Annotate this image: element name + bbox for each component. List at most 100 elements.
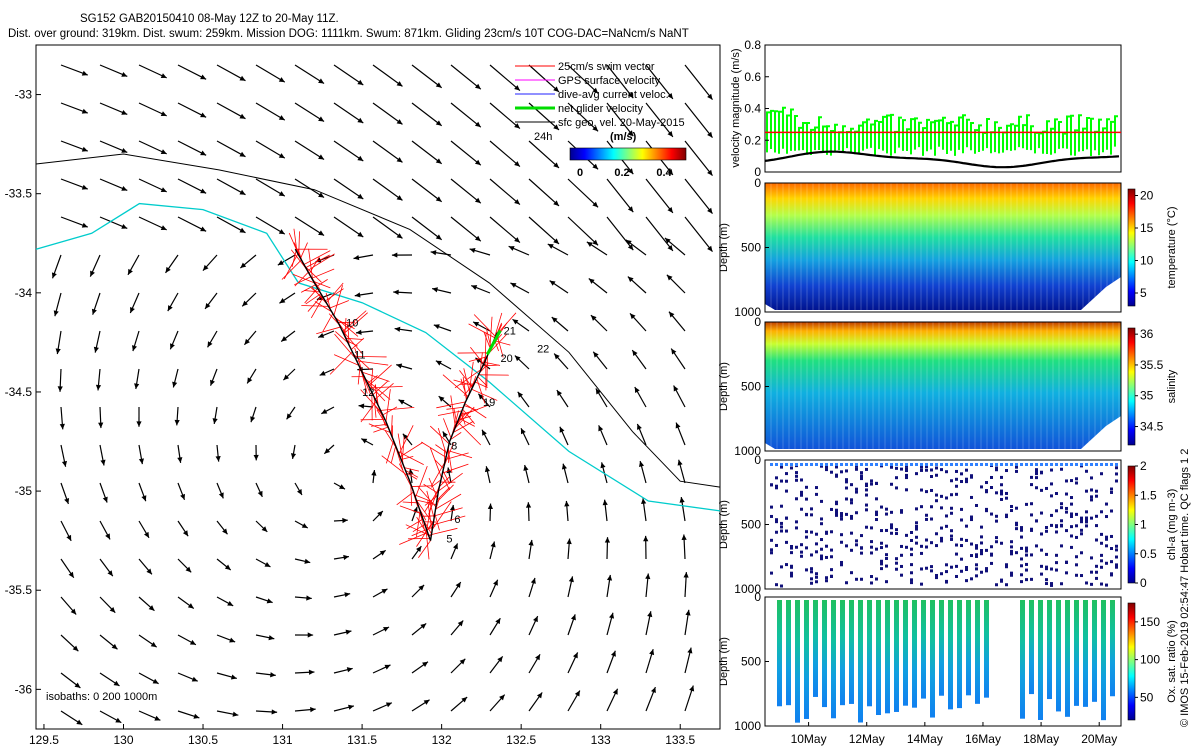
vel-ytick-label: 0.8: [744, 38, 761, 52]
swim-vector: [405, 524, 432, 537]
swim-vector: [305, 254, 330, 268]
chl-point: [785, 529, 788, 533]
depth-tick-label: 0: [754, 590, 761, 604]
chl-point: [1045, 552, 1048, 556]
chl-point: [900, 573, 903, 577]
chl-point: [910, 563, 913, 567]
chl-point: [810, 507, 813, 511]
swim-vector: [468, 361, 474, 395]
chl-point: [885, 544, 888, 548]
chl-point: [1060, 463, 1063, 466]
chl-point: [1060, 544, 1063, 548]
chl-point: [1005, 496, 1008, 500]
track-day-label: 22: [537, 343, 549, 355]
chl-point: [945, 514, 948, 518]
chl-point: [1115, 479, 1118, 483]
cbar-tick-label: 100: [1140, 653, 1160, 667]
swim-vector: [471, 388, 498, 401]
chl-point: [960, 518, 963, 522]
ox-profile: [858, 600, 863, 723]
velocity-arrowhead: [484, 466, 490, 473]
chl-point: [865, 525, 868, 529]
chl-point: [1030, 463, 1033, 466]
chl-point: [1020, 528, 1023, 532]
chl-point: [825, 555, 828, 559]
chl-point: [815, 550, 818, 554]
velocity-arrowhead: [609, 612, 615, 619]
velocity-arrow: [372, 102, 403, 125]
surface-velocity-field: [51, 64, 713, 726]
chl-point: [1015, 469, 1018, 473]
velocity-arrow: [294, 140, 325, 161]
legend-geo: sfc geo. vel. 20-May-2015: [558, 117, 685, 129]
chl-point: [900, 467, 903, 471]
swim-vector: [397, 451, 424, 466]
velocity-arrowhead: [281, 336, 288, 342]
chl-point: [905, 545, 908, 549]
ox-profile: [939, 600, 944, 696]
chl-point: [1005, 463, 1008, 466]
chl-point: [1110, 509, 1113, 513]
ox-profile: [948, 600, 953, 710]
chl-point: [885, 463, 888, 466]
chl-point: [800, 493, 803, 497]
velocity-arrowhead: [422, 661, 428, 667]
velocity-arrowhead: [641, 498, 647, 505]
chl-point: [1060, 467, 1063, 471]
chl-point: [975, 463, 978, 466]
chl-point: [1025, 568, 1028, 572]
chl-point: [895, 486, 898, 490]
velocity-arrow: [528, 140, 560, 169]
chl-point: [1065, 510, 1068, 514]
ox-profile: [804, 600, 809, 719]
swim-vector: [281, 259, 302, 280]
chl-point: [810, 553, 813, 557]
swim-vector: [429, 425, 450, 445]
swim-vector: [476, 378, 486, 404]
velocity-arrowhead: [318, 116, 325, 122]
velocity-arrowhead: [318, 78, 325, 84]
chl-point: [865, 493, 868, 497]
chl-point: [1020, 546, 1023, 550]
speed-colorbar-ticks: 0 0.2 0.4: [577, 167, 673, 179]
chl-point: [955, 469, 958, 473]
chl-point: [930, 488, 933, 492]
chl-point: [900, 553, 903, 557]
chl-point: [815, 492, 818, 496]
chl-point: [860, 463, 863, 466]
swim-vector: [316, 279, 328, 287]
velocity-arrow: [333, 64, 364, 86]
velocity-arrowhead: [457, 620, 464, 627]
swim-vector: [308, 248, 314, 280]
chl-point: [1045, 525, 1048, 529]
chl-point: [880, 541, 883, 545]
chl-point: [1055, 568, 1058, 572]
chl-point: [1055, 492, 1058, 496]
velocity-arrowhead: [357, 193, 364, 199]
swim-vector: [360, 389, 382, 413]
velocity-arrowhead: [396, 195, 403, 201]
swim-vector: [416, 520, 435, 547]
chl-point: [935, 466, 938, 470]
velocity-arrowhead: [634, 386, 640, 393]
velocity-arrowhead: [553, 124, 560, 130]
velocity-arrowhead: [647, 611, 653, 618]
chl-point: [930, 569, 933, 573]
legend-time: 24h: [534, 131, 552, 143]
velocity-arrow: [333, 140, 364, 162]
chl-point: [1000, 483, 1003, 487]
velocity-arrowhead: [627, 92, 634, 99]
velocity-arrow: [567, 178, 599, 208]
swim-vector: [453, 408, 458, 424]
velocity-arrowhead: [530, 577, 536, 584]
swim-vector: [457, 421, 482, 446]
chl-point: [1075, 463, 1078, 466]
velocity-arrowhead: [348, 704, 354, 710]
bottom-mask: [765, 416, 1121, 451]
velocity-arrowhead: [210, 379, 215, 386]
velocity-arrowhead: [261, 526, 268, 532]
velocity-arrowhead: [379, 550, 386, 556]
velocity-arrowhead: [160, 73, 167, 78]
chl-point: [825, 468, 828, 472]
chl-point: [940, 572, 943, 576]
